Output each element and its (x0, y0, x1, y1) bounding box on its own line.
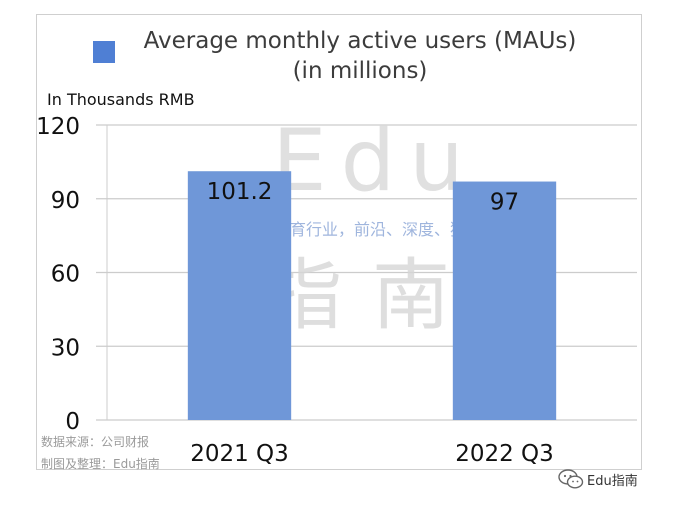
watermark-edu: Edu (272, 111, 477, 211)
watermark-tagline: 教育行业，前沿、深度、独家 (274, 220, 482, 239)
watermark-cn: 指南 (264, 251, 480, 341)
x-tick-label: 2022 Q3 (455, 441, 554, 467)
wechat-icon (558, 469, 584, 489)
data-labels: 101.2 97 (207, 179, 520, 215)
data-label: 97 (490, 190, 519, 216)
y-tick-label: 0 (65, 409, 80, 435)
legend-label: Average monthly active users (MAUs) (in … (130, 26, 590, 86)
bar (452, 181, 557, 420)
source-footnote: 数据来源：公司财报 (41, 435, 150, 449)
legend-label-line1: Average monthly active users (MAUs) (143, 28, 577, 54)
y-tick-label: 90 (51, 188, 80, 214)
x-tick-labels: 2021 Q3 2022 Q3 (190, 441, 554, 467)
y-axis-unit-label: In Thousands RMB (47, 90, 195, 109)
watermark-layer: Edu 教育行业，前沿、深度、独家 指南 (264, 111, 482, 341)
y-tick-label: 60 (51, 262, 80, 288)
made-by-footnote: 制图及整理：Edu指南 (41, 457, 160, 471)
y-tick-label: 30 (51, 335, 80, 361)
brand-watermark: Edu指南 (587, 474, 638, 489)
bar (187, 171, 292, 420)
data-label: 101.2 (207, 179, 273, 205)
y-tick-label: 120 (36, 114, 80, 140)
y-tick-labels: 0 30 60 90 120 (36, 114, 80, 435)
bars (187, 171, 557, 420)
x-tick-label: 2021 Q3 (190, 441, 289, 467)
legend-swatch (93, 41, 115, 63)
legend-label-line2: (in millions) (292, 58, 428, 84)
